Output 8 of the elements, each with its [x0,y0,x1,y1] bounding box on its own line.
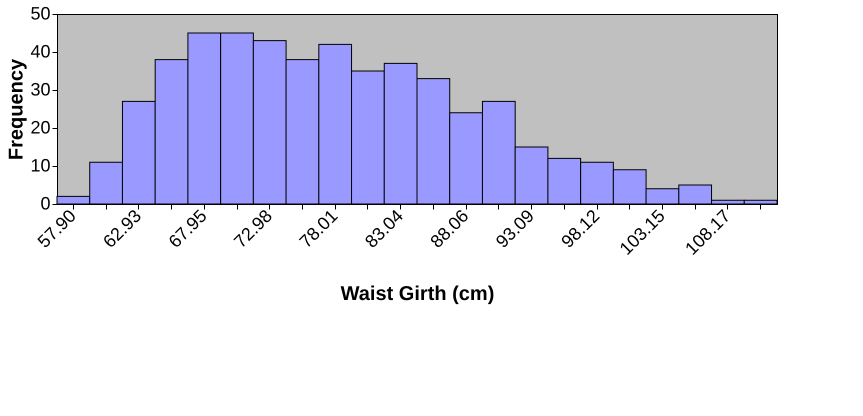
y-tick-label: 50 [30,4,50,24]
y-tick-label: 10 [30,156,50,176]
y-axis-title: Frequency [5,58,28,160]
x-axis-title: Waist Girth (cm) [340,282,494,305]
y-tick-label: 0 [40,194,50,214]
y-tick-label: 20 [30,118,50,138]
y-tick-label: 30 [30,80,50,100]
y-tick-label: 40 [30,42,50,62]
